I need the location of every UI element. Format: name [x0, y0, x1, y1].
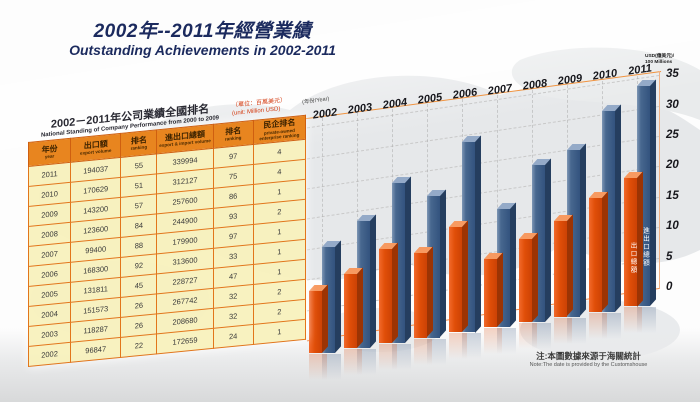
bar-side-face	[427, 247, 433, 338]
bar-reflection	[554, 317, 572, 344]
y-tick-label: 5	[666, 250, 673, 263]
page-title-block: 2002年--2011年經營業績 Outstanding Achievement…	[30, 21, 375, 58]
year-label: 2007	[487, 81, 513, 98]
export-bar	[519, 232, 538, 322]
bar-side-face	[567, 215, 573, 317]
year-label: 2004	[382, 96, 408, 112]
bar-reflection	[531, 322, 551, 349]
y-tick-label: 25	[666, 129, 679, 141]
bar-reflection	[624, 307, 642, 334]
footnote-zh: 注:本圖數據來源于海關統計	[536, 351, 641, 361]
y-axis-unit-line1: USD(億美元)/	[645, 54, 675, 59]
export-bar	[379, 242, 398, 343]
bar-side-face	[637, 171, 643, 307]
year-separator	[497, 94, 498, 313]
year-separator	[322, 118, 323, 339]
bar-reflection	[461, 333, 481, 360]
export-bar	[449, 220, 468, 333]
year-label: 2002	[312, 106, 338, 122]
bar-reflection	[601, 312, 621, 339]
bar-label-export: 出口總額	[629, 242, 636, 274]
footnote: 注:本圖數據來源于海關統計 Note:The date is provided …	[481, 350, 696, 368]
bar-front-face	[379, 249, 392, 343]
bar-reflection	[344, 349, 362, 375]
export-bar	[414, 247, 433, 338]
y-tick-label: 35	[666, 68, 679, 81]
table-cell: 96847	[70, 337, 121, 363]
bar-side-face	[370, 215, 376, 348]
bar-front-face	[554, 221, 567, 317]
table-cell: 24	[213, 324, 254, 349]
bar-side-face	[497, 253, 503, 328]
y-tick-label: 10	[666, 220, 679, 233]
export-bar	[589, 192, 608, 312]
bar-reflection	[566, 317, 586, 344]
performance-table: 年份 year 出口額 export volume 排名 ranking 進出口總額 expo…	[28, 115, 306, 367]
bar-side-face	[580, 144, 586, 317]
bar-side-face	[440, 190, 446, 338]
bar-reflection	[519, 322, 537, 349]
bar-reflection	[321, 354, 341, 381]
bar-front-face	[589, 198, 602, 312]
y-axis-unit-label: USD(億美元)/ 100 Millions	[645, 54, 699, 66]
bar-side-face	[545, 159, 551, 322]
bar-reflection	[496, 328, 516, 355]
page-title-en: Outstanding Achievements in 2002-2011	[69, 41, 336, 58]
bar-side-face	[392, 242, 398, 343]
bar-reflection	[391, 343, 411, 370]
bar-reflection	[636, 307, 656, 334]
bar-side-face	[335, 241, 341, 354]
table-cell: 22	[120, 333, 157, 358]
bar-reflection	[589, 312, 607, 339]
bar-side-face	[405, 176, 411, 343]
table-cell-year: 2002	[28, 342, 71, 367]
year-label: 2006	[452, 86, 478, 103]
bar-front-face	[484, 259, 497, 328]
y-axis-unit-line2: 100 Millions	[645, 59, 673, 65]
bar-side-face	[475, 135, 481, 333]
bar-front-face	[309, 290, 322, 354]
export-bar: 出口總額	[624, 171, 643, 307]
export-bar	[554, 215, 573, 317]
year-label: 2003	[347, 101, 373, 117]
year-label: 2005	[417, 91, 443, 107]
table-header-cell-2: 排名 ranking	[120, 129, 157, 158]
footnote-en: Note:The date is provided by the Customs…	[529, 362, 648, 368]
page-title-zh: 2002年--2011年經營業績	[93, 21, 312, 42]
bar-side-face	[357, 267, 363, 348]
bar-reflection	[309, 354, 327, 381]
bar-reflection	[426, 338, 446, 365]
bar-reflection	[484, 328, 502, 355]
bar-side-face	[602, 192, 608, 312]
y-tick-label: 0	[666, 281, 673, 293]
bar-side-face	[615, 104, 621, 312]
export-bar	[344, 267, 363, 348]
bar-side-face	[532, 232, 538, 322]
bar-front-face	[414, 253, 427, 338]
y-tick-label: 30	[666, 98, 679, 111]
export-bar	[484, 253, 503, 328]
bar-reflection	[379, 343, 397, 370]
export-bar	[309, 284, 328, 354]
bar-reflection	[449, 333, 467, 360]
chart-plane-right-edge	[659, 71, 660, 289]
y-tick-label: 15	[666, 189, 679, 202]
bar-front-face	[449, 226, 462, 333]
table-body: 2011 194037 55 339994 97 4 2010 170629 51 312127 7…	[28, 139, 306, 367]
bar-front-face	[624, 177, 637, 307]
y-tick-label: 20	[666, 159, 679, 172]
bar-label-total: 進出口總額	[641, 226, 649, 267]
bar-side-face	[650, 79, 656, 307]
bar-side-face	[322, 284, 328, 354]
bar-side-face	[510, 203, 516, 328]
bar-front-face	[519, 238, 532, 322]
performance-table-group: 2002－2011年公司業績全國排名 National Standing of …	[28, 91, 306, 367]
bar-front-face	[344, 273, 357, 348]
bar-side-face	[462, 220, 468, 333]
bar-reflection	[356, 348, 376, 375]
bar-reflection	[414, 338, 432, 365]
